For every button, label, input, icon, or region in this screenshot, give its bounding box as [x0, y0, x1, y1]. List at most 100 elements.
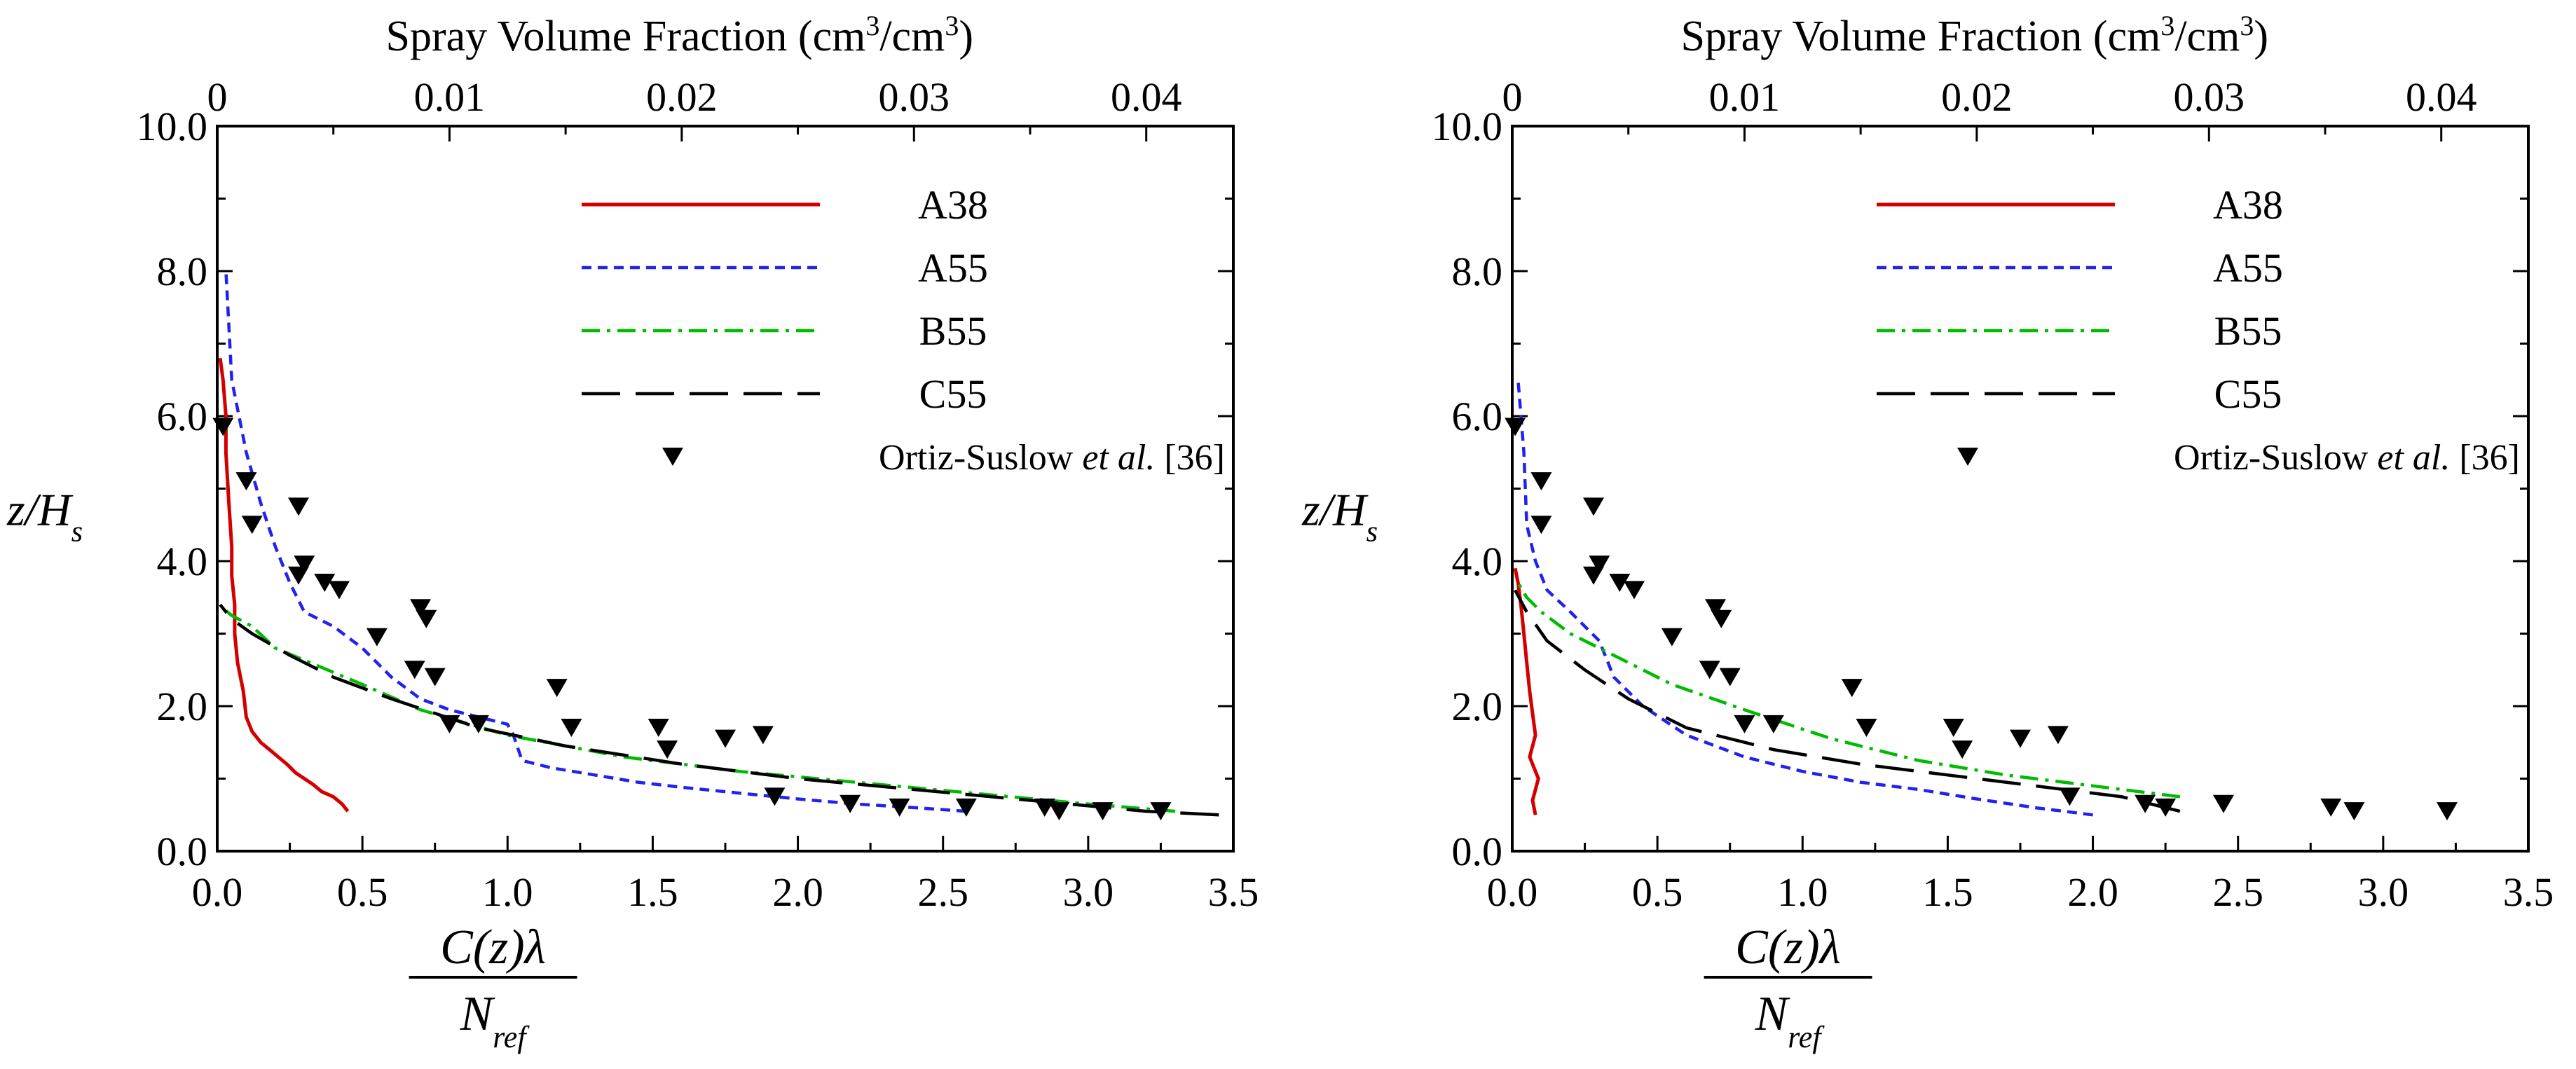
observation-marker	[889, 798, 910, 817]
x-axis-label-denominator: Nref	[1755, 987, 1825, 1054]
bottom-tick-label: 3.0	[1063, 869, 1114, 915]
x-axis-label-denominator-main: N	[460, 987, 495, 1041]
y-axis-label-main: z/H	[6, 484, 74, 535]
legend-obs-before: Ortiz-Suslow	[2174, 438, 2377, 478]
series-line-a55	[224, 270, 967, 813]
y-axis-label-main: z/H	[1301, 484, 1369, 535]
top-tick-label: 0.04	[2406, 74, 2477, 120]
x-axis-label-numerator: C(z)λ	[1735, 920, 1841, 974]
observation-marker	[2047, 726, 2069, 745]
top-tick-label: 0	[1502, 74, 1523, 120]
observation-marker	[1505, 418, 1526, 436]
observation-marker	[715, 729, 736, 748]
bottom-tick-label: 1.5	[627, 869, 678, 915]
observation-marker	[467, 715, 489, 733]
y-axis-label: z/Hs	[6, 484, 83, 548]
observation-marker	[294, 556, 315, 574]
top-tick-label: 0.02	[1941, 74, 2013, 120]
legend-label-c55: C55	[919, 371, 987, 417]
legend-obs-italic: et al.	[1082, 438, 1155, 478]
observation-marker	[2135, 794, 2156, 813]
x-axis-label-denominator-sub: ref	[1788, 1020, 1825, 1054]
series-line-a38	[218, 357, 350, 813]
observation-marker	[314, 574, 336, 593]
observation-marker	[561, 719, 582, 738]
top-axis-title-mid: /cm	[879, 13, 945, 60]
legend-label-a38: A38	[2213, 182, 2283, 228]
observation-marker	[1952, 740, 1973, 759]
series-line-c55	[219, 603, 1219, 817]
observation-marker	[439, 715, 460, 733]
observation-marker	[1530, 472, 1552, 491]
observation-marker	[1583, 566, 1604, 585]
top-tick-label: 0.03	[879, 74, 950, 120]
top-tick-label: 0.01	[414, 74, 486, 120]
legend-label-a55: A55	[918, 245, 988, 291]
observation-marker	[241, 516, 263, 534]
series-line-c55	[1514, 589, 2181, 813]
observation-marker	[840, 794, 861, 813]
top-axis-title-main: Spray Volume Fraction (cm	[1681, 13, 2161, 60]
observation-marker	[1048, 802, 1070, 821]
legend-label-observations: Ortiz-Suslow et al. [36]	[2174, 438, 2520, 478]
observation-marker	[2213, 794, 2234, 813]
observation-marker	[410, 599, 431, 618]
legend-observation-marker	[662, 448, 683, 466]
bottom-tick-label: 3.5	[1208, 869, 1259, 915]
y-tick-label: 0.0	[157, 829, 208, 874]
observation-marker	[1762, 715, 1784, 733]
legend-label-a38: A38	[918, 182, 988, 228]
y-tick-label: 2.0	[1452, 684, 1503, 729]
bottom-tick-label: 1.0	[482, 869, 533, 915]
top-axis-title-sup: 3	[2240, 10, 2254, 41]
observation-marker	[329, 581, 350, 600]
bottom-tick-label: 2.5	[2212, 869, 2263, 915]
top-axis-title-sup: 3	[945, 10, 959, 41]
bottom-tick-label: 0.5	[337, 869, 388, 915]
top-tick-label: 0.01	[1709, 74, 1781, 120]
top-axis-title-mid: /cm	[2174, 13, 2240, 60]
y-tick-label: 10.0	[1432, 104, 1503, 149]
bottom-tick-label: 3.0	[2358, 869, 2409, 915]
top-axis-title-end: )	[2254, 13, 2268, 60]
x-axis-label-denominator: Nref	[460, 987, 530, 1054]
bottom-tick-label: 0.0	[1487, 869, 1538, 915]
legend-label-observations: Ortiz-Suslow et al. [36]	[879, 438, 1225, 478]
series-line-a55	[1516, 380, 2093, 817]
top-axis-title-end: )	[959, 13, 973, 60]
series-line-b55	[1516, 581, 2181, 799]
observation-marker	[752, 726, 774, 745]
observation-marker	[2437, 802, 2458, 821]
observation-marker	[1705, 599, 1726, 618]
y-tick-label: 0.0	[1452, 829, 1503, 874]
y-axis-label-sub: s	[71, 516, 83, 548]
legend-label-a55: A55	[2213, 245, 2283, 291]
y-axis-label: z/Hs	[1301, 484, 1378, 548]
bottom-tick-label: 0.5	[1632, 869, 1683, 915]
y-tick-label: 10.0	[137, 104, 208, 149]
y-tick-label: 4.0	[157, 539, 208, 584]
observation-marker	[2059, 787, 2081, 806]
y-tick-label: 6.0	[157, 394, 208, 439]
top-axis-title: Spray Volume Fraction (cm3/cm3)	[1681, 10, 2268, 61]
observation-marker	[657, 740, 678, 759]
top-tick-label: 0.03	[2174, 74, 2245, 120]
top-axis-title-sup: 3	[2160, 10, 2174, 41]
bottom-tick-label: 3.5	[2503, 869, 2554, 915]
observation-marker	[2010, 729, 2031, 748]
observation-marker	[424, 668, 446, 687]
top-tick-label: 0.02	[646, 74, 718, 120]
top-axis-title-sup: 3	[865, 10, 879, 41]
bottom-tick-label: 2.0	[2067, 869, 2118, 915]
observation-marker	[1943, 719, 1964, 738]
bottom-tick-label: 1.0	[1777, 869, 1828, 915]
bottom-tick-label: 2.0	[772, 869, 823, 915]
observation-marker	[235, 472, 257, 491]
top-axis-title: Spray Volume Fraction (cm3/cm3)	[386, 10, 973, 61]
top-axis-title-main: Spray Volume Fraction (cm	[386, 13, 866, 60]
bottom-tick-label: 2.5	[917, 869, 968, 915]
observation-marker	[1530, 516, 1552, 534]
y-axis-label-sub: s	[1366, 516, 1378, 548]
legend-observation-marker	[1957, 448, 1978, 466]
